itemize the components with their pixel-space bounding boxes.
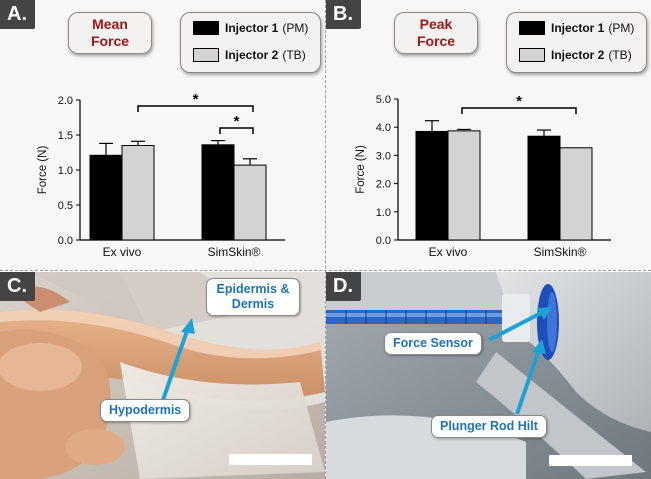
legend-swatch <box>193 21 219 35</box>
callout-label: Hypodermis <box>109 403 182 417</box>
panel-divider-horizontal <box>0 270 651 271</box>
chart-title-box-b: Peak Force <box>394 12 478 54</box>
callout-epidermis-dermis: Epidermis & Dermis <box>206 278 300 316</box>
bar <box>201 144 235 241</box>
bar <box>233 164 267 241</box>
x-tick-label: SimSkin® <box>208 245 261 259</box>
legend-swatch <box>519 21 545 35</box>
legend-suffix: (TB) <box>608 48 632 62</box>
significance-bracket <box>461 107 577 114</box>
significance-star: * <box>234 113 240 130</box>
bar-chart-mean-force: 0.0 0.5 1.0 1.5 2.0 Force (N) Ex vivo SimSkin® *… <box>37 91 285 259</box>
panel-d-photo: D. Force Sensor Plunger Rod Hilt <box>326 272 651 479</box>
bar-chart-peak-force: 0.0 1.0 2.0 3.0 4.0 5.0 Force (N) Ex vivo SimSki… <box>355 93 611 259</box>
legend-box-a: Injector 1 (PM) Injector 2 (TB) <box>180 12 321 73</box>
callout-label: Force Sensor <box>393 336 473 350</box>
legend-label: Injector 2 <box>551 48 605 62</box>
significance-star: * <box>193 91 199 108</box>
bar <box>447 130 481 241</box>
bar <box>415 130 449 241</box>
scale-bar <box>549 455 632 466</box>
legend-item: Injector 1 (PM) <box>519 21 634 35</box>
legend-item: Injector 2 (TB) <box>193 48 306 62</box>
bar <box>527 135 561 241</box>
chart-title-line1: Mean <box>92 16 128 32</box>
panel-letter-b: B. <box>326 0 361 29</box>
legend-item: Injector 1 (PM) <box>193 21 308 35</box>
chart-title-box-a: Mean Force <box>68 12 152 54</box>
callout-line2: Dermis <box>231 297 275 311</box>
panel-b: B. Peak Force Injector 1 (PM) Injector 2… <box>326 0 651 270</box>
y-tick-label: 3.0 <box>376 150 391 162</box>
legend-swatch <box>519 48 545 62</box>
panel-letter-a: A. <box>0 0 35 29</box>
chart-title-line2: Force <box>416 33 456 49</box>
chart-title-line1: Peak <box>419 16 453 32</box>
legend-swatch <box>193 48 219 62</box>
bar <box>89 154 123 241</box>
callout-force-sensor: Force Sensor <box>384 332 482 355</box>
significance-bracket <box>137 105 254 112</box>
y-tick-label: 2.0 <box>376 179 391 191</box>
y-axis-label: Force (N) <box>355 145 367 194</box>
x-tick-label: SimSkin® <box>534 245 587 259</box>
legend-suffix: (PM) <box>282 21 309 35</box>
y-tick-label: 0.5 <box>58 200 73 212</box>
legend-box-b: Injector 1 (PM) Injector 2 (TB) <box>506 12 647 73</box>
injector-setup-photo <box>326 272 651 479</box>
scale-bar <box>229 454 312 465</box>
y-tick-label: 0.0 <box>376 235 391 247</box>
x-tick-label: Ex vivo <box>103 245 142 259</box>
y-tick-label: 4.0 <box>376 122 391 134</box>
bar <box>559 147 593 241</box>
panel-letter-c: C. <box>0 272 35 301</box>
panel-letter-d: D. <box>326 272 361 301</box>
legend-item: Injector 2 (TB) <box>519 48 632 62</box>
legend-suffix: (TB) <box>282 48 306 62</box>
legend-label: Injector 1 <box>551 21 605 35</box>
significance-star: * <box>516 93 522 110</box>
y-tick-label: 0.0 <box>58 235 73 247</box>
x-tick-label: Ex vivo <box>429 245 468 259</box>
panel-c-photo: C. Epidermis & Dermis Hypodermis <box>0 272 325 479</box>
panel-divider-vertical <box>325 0 326 479</box>
y-tick-label: 1.5 <box>58 130 73 142</box>
significance-bracket <box>219 127 254 134</box>
y-tick-label: 5.0 <box>376 94 391 106</box>
bar <box>121 145 155 241</box>
y-tick-label: 2.0 <box>58 95 73 107</box>
y-axis-label: Force (N) <box>37 146 49 195</box>
callout-label: Plunger Rod Hilt <box>440 419 538 433</box>
y-tick-label: 1.0 <box>58 165 73 177</box>
legend-label: Injector 1 <box>225 21 279 35</box>
legend-label: Injector 2 <box>225 48 279 62</box>
panel-a: A. Mean Force Injector 1 (PM) Injector 2… <box>0 0 325 270</box>
legend-suffix: (PM) <box>608 21 635 35</box>
chart-title-line2: Force <box>90 33 130 49</box>
y-tick-label: 1.0 <box>376 207 391 219</box>
callout-line1: Epidermis & <box>216 282 290 296</box>
callout-plunger-rod-hilt: Plunger Rod Hilt <box>431 415 547 438</box>
callout-hypodermis: Hypodermis <box>100 399 191 422</box>
